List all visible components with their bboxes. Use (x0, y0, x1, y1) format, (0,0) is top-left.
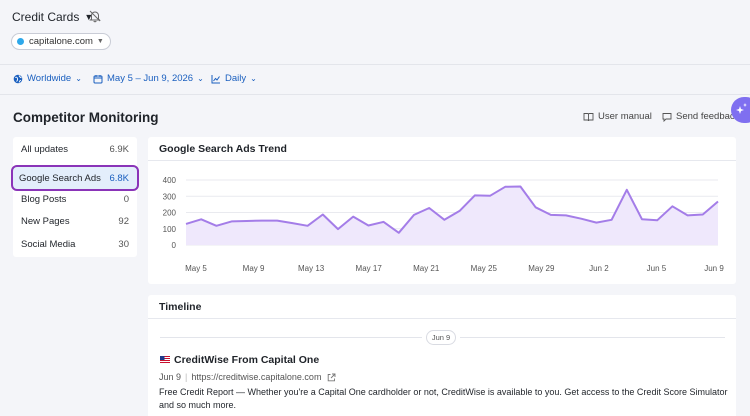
sidebar-item-blog-posts[interactable]: Blog Posts 0 (13, 188, 137, 210)
y-tick-label: 400 (163, 176, 177, 185)
globe-icon (13, 74, 23, 83)
ads-trend-chart: 0 100 200 300 400 May 5 May 9 May 13 May 17 May 2… (163, 176, 725, 273)
chevron-down-icon: ⌄ (197, 74, 204, 83)
project-selector[interactable]: Credit Cards ▼ (12, 10, 93, 24)
notifications-off-icon[interactable] (88, 9, 102, 23)
sparkle-icon (736, 103, 747, 114)
date-separator-line (460, 337, 725, 338)
x-tick-label: May 25 (471, 264, 498, 273)
timeline-card: Timeline (148, 295, 736, 416)
sidebar-item-count: 6.9K (109, 143, 129, 155)
update-type-sidebar: All updates 6.9K Google Search Ads 6.8K … (11, 137, 139, 257)
page-title: Competitor Monitoring (13, 110, 159, 125)
external-link-icon[interactable] (327, 373, 336, 382)
x-tick-label: Jun 9 (704, 264, 724, 273)
date-range-label: May 5 – Jun 9, 2026 (107, 73, 194, 84)
domain-label: capitalone.com (29, 36, 93, 47)
sidebar-item-label: All updates (21, 143, 69, 155)
user-manual-link[interactable]: User manual (583, 111, 652, 122)
y-tick-label: 0 (172, 241, 177, 250)
line-chart-icon (211, 74, 220, 83)
x-tick-label: Jun 5 (647, 264, 667, 273)
sidebar-item-count: 0 (123, 193, 129, 205)
chevron-down-icon: ⌄ (75, 74, 82, 83)
date-separator-line (160, 337, 422, 338)
x-tick-label: Jun 2 (589, 264, 609, 273)
sidebar-item-label: New Pages (21, 215, 70, 227)
x-tick-label: May 29 (528, 264, 555, 273)
feedback-icon (662, 112, 672, 122)
date-range-filter[interactable]: May 5 – Jun 9, 2026 ⌄ (93, 73, 204, 84)
series-line (185, 185, 719, 234)
calendar-icon (93, 74, 103, 83)
sidebar-item-google-search-ads[interactable]: Google Search Ads 6.8K (11, 165, 139, 191)
sidebar-item-label: Social Media (21, 238, 76, 250)
ad-entry-url[interactable]: https://creditwise.capitalone.com (191, 372, 322, 382)
x-tick-label: May 9 (243, 264, 265, 273)
divider (148, 160, 736, 161)
sidebar-item-label: Google Search Ads (19, 172, 101, 184)
y-tick-label: 100 (163, 225, 177, 234)
sidebar-item-social-media[interactable]: Social Media 30 (13, 233, 137, 255)
project-name: Credit Cards (12, 10, 80, 24)
ad-entry-date: Jun 9 (159, 372, 182, 382)
ad-entry-description: Free Credit Report — Whether you're a Ca… (159, 387, 728, 410)
ads-trend-card: Google Search Ads Trend 0 100 200 300 400 May… (148, 137, 736, 284)
us-flag-icon (160, 356, 170, 363)
x-tick-label: May 13 (298, 264, 325, 273)
chevron-down-icon: ⌄ (250, 74, 257, 83)
ai-assistant-button[interactable] (731, 97, 750, 123)
sidebar-item-count: 92 (118, 215, 129, 227)
send-feedback-label: Send feedback (676, 111, 740, 122)
meta-separator: | (185, 372, 188, 382)
x-tick-label: May 21 (413, 264, 440, 273)
region-filter[interactable]: Worldwide ⌄ (13, 73, 82, 84)
granularity-label: Daily (225, 73, 247, 84)
granularity-filter[interactable]: Daily ⌄ (211, 73, 257, 84)
y-tick-label: 300 (163, 192, 177, 201)
sidebar-item-all-updates[interactable]: All updates 6.9K (13, 138, 137, 160)
region-label: Worldwide (27, 73, 72, 84)
trend-card-title: Google Search Ads Trend (159, 143, 287, 155)
chevron-down-icon: ▼ (84, 12, 94, 22)
send-feedback-link[interactable]: Send feedback (662, 111, 739, 122)
ad-entry-meta: Jun 9 | https://creditwise.capitalone.co… (159, 372, 336, 382)
y-tick-label: 200 (163, 209, 177, 218)
x-tick-label: May 17 (356, 264, 383, 273)
timeline-date-pill: Jun 9 (426, 330, 456, 345)
x-tick-label: May 5 (185, 264, 207, 273)
chevron-down-icon: ▼ (96, 38, 104, 45)
book-icon (583, 112, 594, 121)
top-bar: Credit Cards ▼ capitalone.com ▼ (0, 0, 750, 64)
divider (148, 318, 736, 319)
sidebar-item-label: Blog Posts (21, 193, 67, 205)
user-manual-label: User manual (598, 111, 652, 122)
sidebar-item-count: 30 (118, 238, 129, 250)
ad-entry-title[interactable]: CreditWise From Capital One (174, 354, 320, 366)
domain-selector[interactable]: capitalone.com ▼ (11, 33, 111, 50)
domain-favicon-icon (17, 38, 24, 45)
sidebar-item-new-pages[interactable]: New Pages 92 (13, 210, 137, 232)
sidebar-item-count: 6.8K (109, 172, 129, 184)
filter-bar: Worldwide ⌄ May 5 – Jun 9, 2026 ⌄ Daily … (0, 64, 750, 95)
timeline-title: Timeline (159, 301, 202, 313)
